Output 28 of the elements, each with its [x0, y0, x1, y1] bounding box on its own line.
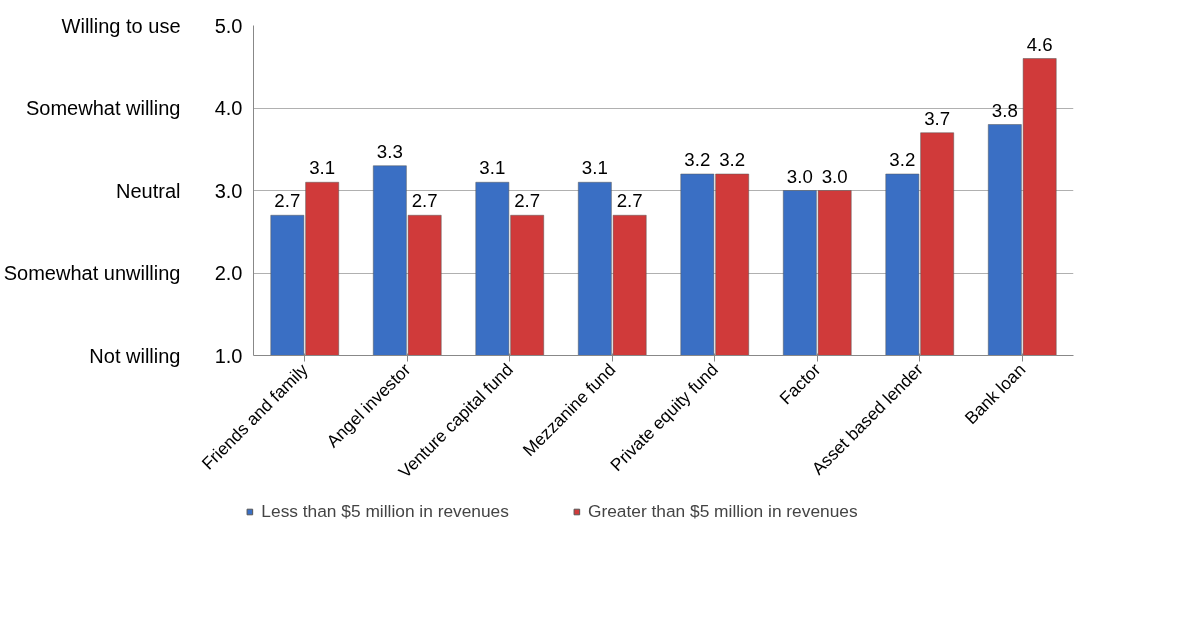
data-label: 3.3 — [376, 140, 403, 162]
text: Somewhat unwilling — [3, 262, 181, 284]
data-label: 3.1 — [309, 157, 336, 179]
text: Willing to use — [61, 14, 181, 37]
text: Somewhat willing — [25, 97, 181, 119]
data-label: 2.7 — [514, 190, 541, 212]
data-label: 3.2 — [889, 149, 916, 170]
y-tick-label: 5.0 — [214, 14, 243, 37]
data-label: 3.0 — [786, 165, 813, 187]
data-label: 3.2 — [684, 149, 711, 170]
data-label: 2.7 — [616, 190, 643, 212]
data-label: 3.2 — [719, 149, 746, 170]
data-label: 2.7 — [411, 190, 438, 212]
y-tick-label: 1.0 — [214, 344, 243, 367]
text: Not willing — [89, 344, 181, 367]
legend-label: Less than $5 million in revenues — [261, 500, 509, 522]
y-tick-label: 3.0 — [214, 179, 243, 202]
y-tick-label: 2.0 — [214, 262, 243, 284]
data-label: 4.6 — [1026, 33, 1053, 55]
data-label: 3.1 — [479, 157, 506, 179]
data-label: 3.7 — [924, 107, 951, 129]
data-label: 3.1 — [581, 157, 608, 179]
legend-label: Greater than $5 million in revenues — [587, 500, 858, 522]
text: Neutral — [116, 179, 181, 202]
y-tick-label: 4.0 — [214, 97, 243, 119]
data-label: 3.0 — [821, 165, 848, 187]
data-label: 3.8 — [991, 99, 1018, 121]
data-label: 2.7 — [274, 190, 301, 212]
